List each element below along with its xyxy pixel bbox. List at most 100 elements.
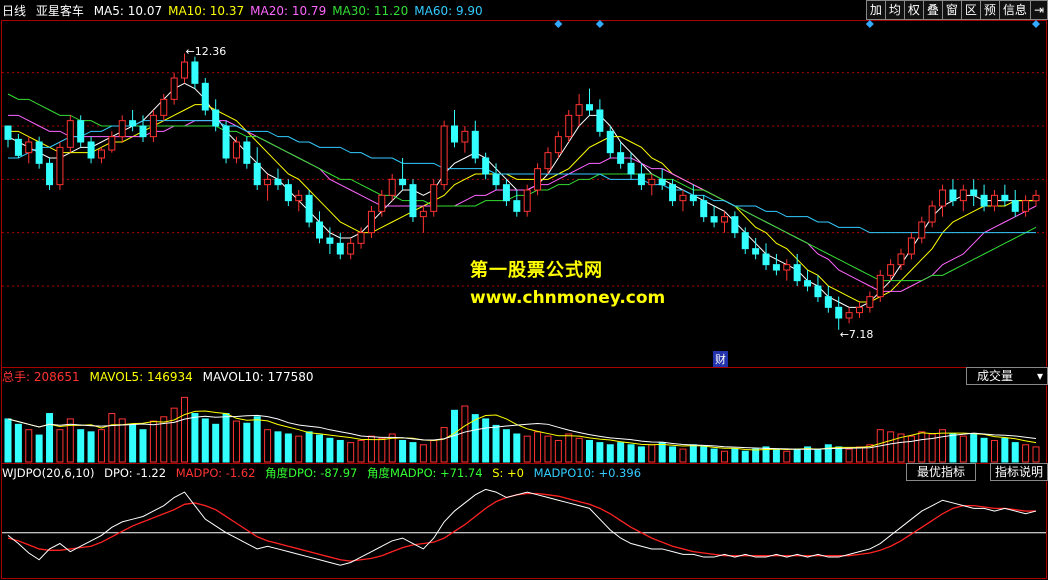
finance-marker[interactable]: 财 xyxy=(713,351,728,367)
watermark-title: 第一股票公式网 xyxy=(470,260,603,281)
candle-body xyxy=(46,162,54,186)
candle-body xyxy=(700,200,708,218)
mavol10-label: MAVOL10: xyxy=(202,370,264,384)
candle-body xyxy=(139,125,147,138)
volume-bar xyxy=(264,429,272,463)
candle-body xyxy=(253,162,261,186)
volume-bar xyxy=(243,422,251,463)
candle-body xyxy=(835,306,843,319)
candle-body xyxy=(56,146,64,186)
volume-bar xyxy=(181,396,189,463)
madpo-value: MADPO: -1.62 xyxy=(175,466,256,480)
volume-bar xyxy=(710,448,718,463)
madpo-line xyxy=(7,492,1036,562)
candle-body xyxy=(876,274,884,298)
volume-bar xyxy=(606,444,614,463)
volume-bar xyxy=(1001,437,1009,463)
candle-body xyxy=(409,184,417,218)
event-diamond xyxy=(554,20,563,28)
candle-body xyxy=(887,264,895,276)
candle-body xyxy=(399,178,407,186)
candle-body xyxy=(897,253,905,266)
toolbar-button[interactable]: 权 xyxy=(903,0,924,20)
candle-body xyxy=(232,141,240,159)
candle-body xyxy=(679,194,687,202)
volume-bar xyxy=(492,424,500,463)
candle-body xyxy=(741,232,749,250)
volume-bar xyxy=(658,442,666,463)
volume-bar xyxy=(731,448,739,463)
toolbar-button[interactable]: 预 xyxy=(979,0,1000,20)
volume-bar xyxy=(679,448,687,463)
volume-bar xyxy=(970,433,978,463)
volume-bar xyxy=(191,413,199,463)
best-indicator-button[interactable]: 最优指标 xyxy=(905,463,976,481)
volume-bar xyxy=(689,444,697,463)
toolbar-button[interactable]: 信息 xyxy=(998,0,1031,20)
price-header: 日线 亚星客车 MA5: 10.07 MA10: 10.37 MA20: 10.79… xyxy=(2,2,495,20)
candle-body xyxy=(284,184,292,202)
candle-body xyxy=(378,194,386,212)
toolbar-button[interactable]: 加 xyxy=(865,0,886,20)
volume-bar xyxy=(316,434,324,463)
volume-bar xyxy=(1022,444,1030,463)
volume-bar xyxy=(866,444,874,463)
volume-ma-lines xyxy=(7,410,1037,451)
candle-body xyxy=(87,141,95,159)
volume-bar xyxy=(378,437,386,463)
volume-bar xyxy=(669,446,677,463)
candle-body xyxy=(980,194,988,207)
candle-body xyxy=(731,216,739,234)
candle-body xyxy=(388,178,396,196)
toolbar-button[interactable]: 窗 xyxy=(941,0,962,20)
candle-body xyxy=(295,194,303,202)
candle-body xyxy=(1022,200,1030,212)
toolbar-button[interactable]: 均 xyxy=(884,0,905,20)
period-label[interactable]: 日线 xyxy=(2,4,27,18)
candle-body xyxy=(170,77,178,100)
volume-type-button[interactable]: 成交量 ▾ xyxy=(966,367,1048,385)
volume-bar xyxy=(129,423,137,463)
volume-bar xyxy=(305,431,313,463)
candle-body xyxy=(419,210,427,218)
volume-bar xyxy=(170,407,178,463)
event-markers xyxy=(554,20,1040,28)
volume-bar xyxy=(824,444,832,463)
volume-bar xyxy=(232,420,240,463)
toolbar-button[interactable]: 区 xyxy=(960,0,981,20)
candle-body xyxy=(762,253,770,266)
volume-bar xyxy=(585,439,593,463)
toolbar-button[interactable]: 叠 xyxy=(922,0,943,20)
toolbar-button[interactable]: ⇥ xyxy=(1029,0,1048,20)
watermark-url: www.chnmoney.com xyxy=(470,288,666,308)
volume-bar xyxy=(482,418,490,463)
candle-body xyxy=(772,264,780,271)
candle-body xyxy=(928,205,936,223)
candle-body xyxy=(181,61,189,79)
indicator-name[interactable]: WJDPO(20,6,10) xyxy=(2,466,95,480)
candle-body xyxy=(347,242,355,255)
candle-body xyxy=(596,109,604,132)
indicator-help-button[interactable]: 指标说明 xyxy=(989,463,1048,481)
ma-legend-item: MA10: 10.37 xyxy=(168,4,245,18)
volume-bar xyxy=(409,442,417,463)
mavol10-line xyxy=(7,414,1037,450)
candle-body xyxy=(316,221,324,239)
volume-bar xyxy=(97,429,105,463)
event-diamond xyxy=(865,20,874,28)
volume-bar xyxy=(835,446,843,463)
volume-bar xyxy=(471,414,479,463)
candle-body xyxy=(606,130,614,154)
candle-body xyxy=(918,221,926,239)
volume-bar xyxy=(907,435,915,463)
candle-body xyxy=(554,136,562,154)
ma-line-ma10 xyxy=(8,104,1036,303)
candle-body xyxy=(1011,200,1019,212)
volume-bar xyxy=(440,427,448,463)
mavol5-line xyxy=(7,410,1037,451)
candlesticks xyxy=(4,53,1040,330)
dropdown-icon: ▾ xyxy=(1036,369,1043,383)
candle-body xyxy=(617,152,625,164)
candle-body xyxy=(804,280,812,287)
candle-body xyxy=(222,125,230,159)
